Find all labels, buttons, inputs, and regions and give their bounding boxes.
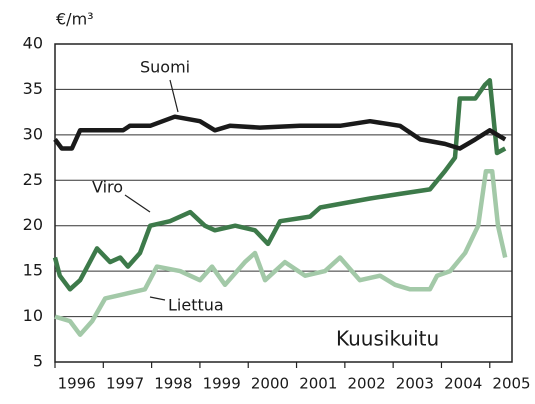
y-tick-label: 40 xyxy=(23,34,43,53)
plot-frame xyxy=(54,43,513,363)
x-tick-label: 1996 xyxy=(58,375,96,393)
x-tick-label: 1999 xyxy=(203,375,241,393)
series-line xyxy=(53,114,507,151)
x-tick-label: 2003 xyxy=(396,375,434,393)
y-tick-label: 15 xyxy=(23,261,43,280)
series-line xyxy=(54,168,508,337)
x-tick-label: 2000 xyxy=(251,375,289,393)
leader-line xyxy=(124,194,151,213)
series-label: Liettua xyxy=(168,296,224,315)
y-tick-label: 5 xyxy=(33,352,43,371)
x-tick-label: 2002 xyxy=(347,375,385,393)
x-tick-label: 1998 xyxy=(154,375,192,393)
series-label: Viro xyxy=(92,178,123,197)
x-tick-label: 2004 xyxy=(444,375,482,393)
y-tick-label: 10 xyxy=(23,306,43,325)
x-tick-label: 2005 xyxy=(492,375,530,393)
leader-line xyxy=(169,79,179,113)
y-tick-label: 20 xyxy=(23,215,43,234)
series-label: Suomi xyxy=(140,58,190,77)
y-tick-label: 30 xyxy=(23,124,43,143)
x-tick-label: 1997 xyxy=(106,375,144,393)
leader-line xyxy=(149,296,166,301)
x-tick-label: 2001 xyxy=(299,375,337,393)
y-tick-label: 35 xyxy=(23,79,43,98)
annotation: Kuusikuitu xyxy=(336,327,439,351)
y-tick-label: 25 xyxy=(23,170,43,189)
y-axis-label: €/m³ xyxy=(56,10,94,29)
series-line xyxy=(52,78,507,292)
